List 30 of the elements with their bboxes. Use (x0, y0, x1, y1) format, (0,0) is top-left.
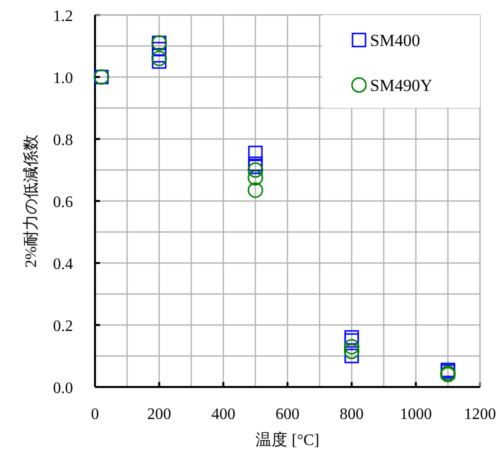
y-tick-label: 0.4 (53, 256, 73, 273)
point (344, 330, 359, 345)
y-axis-title: 2%耐力の低減係数 (22, 134, 40, 268)
x-tick-label: 1000 (400, 406, 432, 423)
y-tick-label: 0.0 (53, 380, 73, 397)
y-tick-label: 1.0 (53, 70, 73, 87)
x-tick-label: 1200 (464, 406, 496, 423)
point (344, 344, 360, 360)
x-tick-label: 800 (340, 406, 364, 423)
y-tick-label: 0.6 (53, 194, 73, 211)
point (344, 338, 360, 354)
x-axis-title: 温度 [°C] (256, 431, 320, 449)
point (248, 182, 264, 198)
x-tick-label: 600 (276, 406, 300, 423)
y-tick-label: 1.2 (53, 8, 73, 25)
point (248, 160, 263, 174)
legend-label: SM490Y (370, 76, 432, 95)
x-tick-label: 400 (211, 406, 236, 423)
point (248, 146, 263, 160)
point (344, 333, 359, 348)
x-tick-label: 0 (91, 406, 99, 423)
y-tick-label: 0.8 (53, 132, 73, 149)
point (152, 42, 166, 56)
point (151, 50, 167, 66)
x-tick-label: 200 (147, 406, 172, 423)
point (248, 170, 264, 186)
point (344, 348, 359, 364)
legend-label: SM400 (370, 31, 420, 50)
point (248, 162, 264, 178)
y-tick-label: 0.2 (53, 318, 73, 335)
